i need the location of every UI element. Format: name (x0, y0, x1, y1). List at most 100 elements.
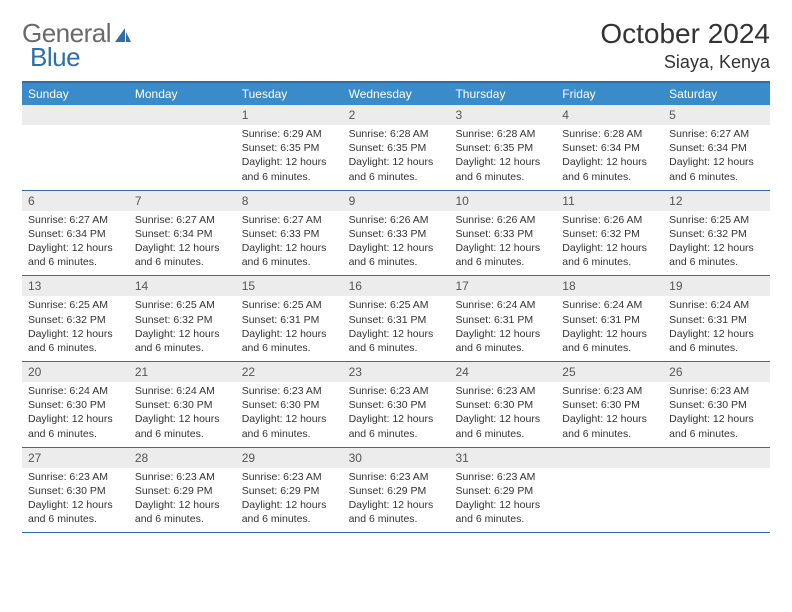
dayhead-tue: Tuesday (236, 83, 343, 105)
sunset-text: Sunset: 6:34 PM (669, 141, 764, 155)
day-cell: 9 (343, 191, 450, 211)
day-cell: 23 (343, 362, 450, 382)
day-header-row: Sunday Monday Tuesday Wednesday Thursday… (22, 83, 770, 105)
day-info: Sunrise: 6:23 AMSunset: 6:29 PMDaylight:… (129, 468, 236, 533)
day-info: Sunrise: 6:26 AMSunset: 6:32 PMDaylight:… (556, 211, 663, 276)
sunrise-text: Sunrise: 6:25 AM (242, 298, 337, 312)
sunrise-text: Sunrise: 6:28 AM (562, 127, 657, 141)
day-info-cell (129, 125, 236, 190)
sunrise-text: Sunrise: 6:27 AM (669, 127, 764, 141)
day-info-cell: Sunrise: 6:23 AMSunset: 6:30 PMDaylight:… (236, 382, 343, 447)
sunrise-text: Sunrise: 6:25 AM (669, 213, 764, 227)
sunrise-text: Sunrise: 6:23 AM (349, 470, 444, 484)
week-row: 6789101112Sunrise: 6:27 AMSunset: 6:34 P… (22, 191, 770, 277)
sunset-text: Sunset: 6:30 PM (562, 398, 657, 412)
week-row: 13141516171819Sunrise: 6:25 AMSunset: 6:… (22, 276, 770, 362)
daylight-text: Daylight: 12 hours and 6 minutes. (135, 327, 230, 355)
day-number: 17 (449, 276, 556, 296)
week-wrap: 2728293031 Sunrise: 6:23 AMSunset: 6:30 … (22, 448, 770, 533)
day-number: 16 (343, 276, 450, 296)
day-info: Sunrise: 6:26 AMSunset: 6:33 PMDaylight:… (343, 211, 450, 276)
day-number: 30 (343, 448, 450, 468)
day-info: Sunrise: 6:23 AMSunset: 6:30 PMDaylight:… (663, 382, 770, 447)
sunset-text: Sunset: 6:32 PM (135, 313, 230, 327)
sunrise-text: Sunrise: 6:24 AM (562, 298, 657, 312)
daylight-text: Daylight: 12 hours and 6 minutes. (455, 155, 550, 183)
info-row: Sunrise: 6:29 AM Sunset: 6:35 PMDaylight:… (22, 125, 770, 190)
day-cell: 29 (236, 448, 343, 468)
daynum-row: 20212223242526 (22, 362, 770, 382)
day-info: Sunrise: 6:25 AMSunset: 6:32 PMDaylight:… (663, 211, 770, 276)
day-info: Sunrise: 6:23 AMSunset: 6:30 PMDaylight:… (343, 382, 450, 447)
day-number: 22 (236, 362, 343, 382)
week-row: 12345 Sunrise: 6:29 AM Sunset: 6:35 PMDayl… (22, 105, 770, 191)
sunset-text: Sunset: 6:32 PM (562, 227, 657, 241)
day-number: 20 (22, 362, 129, 382)
info-row: Sunrise: 6:23 AMSunset: 6:30 PMDaylight:… (22, 468, 770, 533)
week-wrap: 13141516171819Sunrise: 6:25 AMSunset: 6:… (22, 276, 770, 361)
day-info-cell: Sunrise: 6:25 AMSunset: 6:32 PMDaylight:… (22, 296, 129, 361)
sunset-text: Sunset: 6:34 PM (135, 227, 230, 241)
sunrise-text: Sunrise: 6:29 AM (242, 127, 337, 141)
day-number: 8 (236, 191, 343, 211)
day-cell: 18 (556, 276, 663, 296)
day-cell: 11 (556, 191, 663, 211)
sunrise-text: Sunrise: 6:27 AM (242, 213, 337, 227)
brand-logo-line2: Blue (30, 42, 80, 73)
day-number: 31 (449, 448, 556, 468)
day-cell: 19 (663, 276, 770, 296)
day-number (22, 105, 129, 125)
daylight-text: Daylight: 12 hours and 6 minutes. (242, 327, 337, 355)
day-info: Sunrise: 6:24 AMSunset: 6:31 PMDaylight:… (663, 296, 770, 361)
daylight-text: Daylight: 12 hours and 6 minutes. (242, 498, 337, 526)
day-cell: 28 (129, 448, 236, 468)
day-number: 18 (556, 276, 663, 296)
daynum-row: 13141516171819 (22, 276, 770, 296)
day-cell: 27 (22, 448, 129, 468)
sunset-text: Sunset: 6:35 PM (455, 141, 550, 155)
day-info-cell (663, 468, 770, 533)
sunrise-text: Sunrise: 6:25 AM (28, 298, 123, 312)
daylight-text: Daylight: 12 hours and 6 minutes. (562, 241, 657, 269)
dayhead-sat: Saturday (663, 83, 770, 105)
header: General October 2024 Siaya, Kenya (22, 18, 770, 73)
day-info-cell: Sunrise: 6:24 AMSunset: 6:30 PMDaylight:… (129, 382, 236, 447)
day-info-cell: Sunrise: 6:29 AMSunset: 6:35 PMDaylight:… (236, 125, 343, 190)
day-info-cell: Sunrise: 6:27 AMSunset: 6:33 PMDaylight:… (236, 211, 343, 276)
sunset-text: Sunset: 6:33 PM (242, 227, 337, 241)
daylight-text: Daylight: 12 hours and 6 minutes. (28, 412, 123, 440)
sunset-text: Sunset: 6:31 PM (349, 313, 444, 327)
sunrise-text: Sunrise: 6:27 AM (28, 213, 123, 227)
day-cell: 8 (236, 191, 343, 211)
day-info: Sunrise: 6:25 AMSunset: 6:31 PMDaylight:… (343, 296, 450, 361)
day-info: Sunrise: 6:26 AMSunset: 6:33 PMDaylight:… (449, 211, 556, 276)
day-info-cell: Sunrise: 6:26 AMSunset: 6:33 PMDaylight:… (449, 211, 556, 276)
daynum-row: 12345 (22, 105, 770, 125)
day-info: Sunrise: 6:27 AMSunset: 6:34 PMDaylight:… (129, 211, 236, 276)
day-info-cell: Sunrise: 6:25 AMSunset: 6:32 PMDaylight:… (129, 296, 236, 361)
sunrise-text: Sunrise: 6:23 AM (28, 470, 123, 484)
day-number (129, 105, 236, 125)
day-cell: 21 (129, 362, 236, 382)
day-info-cell: Sunrise: 6:23 AMSunset: 6:30 PMDaylight:… (22, 468, 129, 533)
calendar: Sunday Monday Tuesday Wednesday Thursday… (22, 81, 770, 533)
sail-icon (111, 18, 133, 49)
day-number: 25 (556, 362, 663, 382)
daylight-text: Daylight: 12 hours and 6 minutes. (562, 412, 657, 440)
day-number: 24 (449, 362, 556, 382)
daylight-text: Daylight: 12 hours and 6 minutes. (349, 327, 444, 355)
day-number: 4 (556, 105, 663, 125)
daynum-row: 6789101112 (22, 191, 770, 211)
day-number: 27 (22, 448, 129, 468)
day-cell: 12 (663, 191, 770, 211)
day-info-cell: Sunrise: 6:28 AMSunset: 6:35 PMDaylight:… (449, 125, 556, 190)
day-info (556, 468, 663, 524)
sunset-text: Sunset: 6:32 PM (28, 313, 123, 327)
day-info: Sunrise: 6:24 AMSunset: 6:31 PMDaylight:… (556, 296, 663, 361)
sunset-text: Sunset: 6:30 PM (455, 398, 550, 412)
day-info: Sunrise: 6:27 AMSunset: 6:34 PMDaylight:… (663, 125, 770, 190)
sunset-text: Sunset: 6:30 PM (242, 398, 337, 412)
day-cell: 16 (343, 276, 450, 296)
day-number: 6 (22, 191, 129, 211)
day-info: Sunrise: 6:24 AMSunset: 6:30 PMDaylight:… (129, 382, 236, 447)
